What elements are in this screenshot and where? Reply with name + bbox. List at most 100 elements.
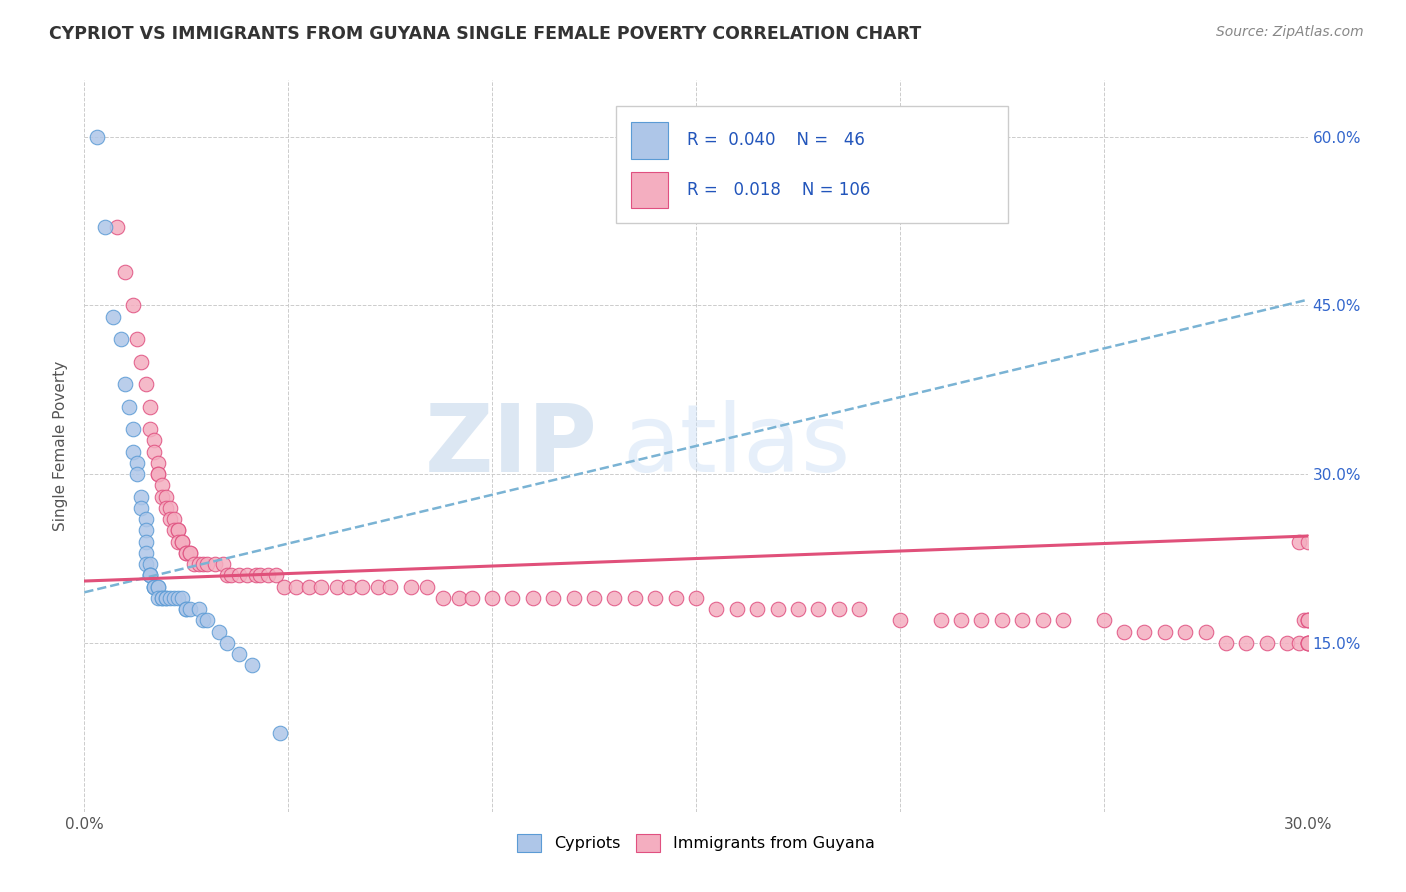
Point — [155, 591, 177, 605]
Point — [159, 591, 181, 605]
Point — [665, 591, 688, 605]
Point — [135, 512, 157, 526]
Point — [991, 614, 1014, 628]
Point — [236, 568, 259, 582]
Point — [522, 591, 544, 605]
Point — [273, 580, 295, 594]
Point — [135, 557, 157, 571]
Point — [929, 614, 952, 628]
Point — [187, 602, 209, 616]
Point — [204, 557, 226, 571]
Point — [163, 591, 186, 605]
Point — [1296, 614, 1319, 628]
Point — [142, 580, 165, 594]
Point — [1288, 636, 1310, 650]
Point — [191, 557, 214, 571]
Point — [122, 422, 145, 436]
Point — [138, 568, 160, 582]
Point — [1032, 614, 1054, 628]
Point — [1296, 636, 1319, 650]
Point — [114, 377, 136, 392]
Text: Source: ZipAtlas.com: Source: ZipAtlas.com — [1216, 25, 1364, 39]
Point — [174, 546, 197, 560]
Point — [105, 219, 128, 234]
Point — [1215, 636, 1237, 650]
Bar — [631, 122, 668, 159]
Point — [889, 614, 911, 628]
Point — [502, 591, 524, 605]
Point — [172, 534, 194, 549]
Point — [685, 591, 707, 605]
Point — [309, 580, 332, 594]
Point — [228, 568, 250, 582]
Point — [725, 602, 748, 616]
Point — [1154, 624, 1177, 639]
Point — [146, 580, 169, 594]
Text: atlas: atlas — [623, 400, 851, 492]
FancyBboxPatch shape — [616, 106, 1008, 223]
Point — [138, 400, 160, 414]
Point — [163, 524, 186, 538]
Point — [562, 591, 585, 605]
Point — [449, 591, 471, 605]
Point — [1195, 624, 1218, 639]
Point — [179, 546, 201, 560]
Text: CYPRIOT VS IMMIGRANTS FROM GUYANA SINGLE FEMALE POVERTY CORRELATION CHART: CYPRIOT VS IMMIGRANTS FROM GUYANA SINGLE… — [49, 25, 921, 43]
Point — [970, 614, 993, 628]
Point — [807, 602, 830, 616]
Point — [416, 580, 439, 594]
Point — [380, 580, 402, 594]
Point — [167, 534, 190, 549]
Point — [195, 614, 218, 628]
Point — [1011, 614, 1033, 628]
Point — [183, 557, 205, 571]
Point — [1296, 636, 1319, 650]
Point — [1296, 636, 1319, 650]
Point — [1133, 624, 1156, 639]
Point — [1052, 614, 1074, 628]
Point — [339, 580, 361, 594]
Point — [150, 478, 173, 492]
Point — [212, 557, 235, 571]
Point — [155, 500, 177, 515]
Point — [1296, 636, 1319, 650]
Point — [146, 467, 169, 482]
Point — [131, 490, 153, 504]
Point — [127, 467, 149, 482]
Point — [179, 602, 201, 616]
Point — [122, 444, 145, 458]
Point — [138, 568, 160, 582]
Point — [93, 219, 115, 234]
Point — [174, 602, 197, 616]
Point — [114, 264, 136, 278]
Point — [1174, 624, 1197, 639]
Point — [135, 524, 157, 538]
Point — [217, 636, 239, 650]
Point — [828, 602, 851, 616]
Point — [950, 614, 973, 628]
Text: ZIP: ZIP — [425, 400, 598, 492]
Point — [1296, 614, 1319, 628]
Point — [135, 534, 157, 549]
Point — [1296, 614, 1319, 628]
Point — [146, 456, 169, 470]
Point — [624, 591, 647, 605]
Point — [644, 591, 666, 605]
Point — [1236, 636, 1258, 650]
Point — [174, 602, 197, 616]
Point — [264, 568, 287, 582]
Point — [228, 647, 250, 661]
Point — [146, 591, 169, 605]
Point — [159, 500, 181, 515]
Point — [1292, 614, 1315, 628]
Point — [240, 658, 263, 673]
Point — [131, 500, 153, 515]
Point — [399, 580, 422, 594]
Point — [298, 580, 321, 594]
Point — [195, 557, 218, 571]
Point — [146, 580, 169, 594]
Point — [179, 546, 201, 560]
Y-axis label: Single Female Poverty: Single Female Poverty — [53, 361, 69, 531]
Point — [138, 422, 160, 436]
Point — [127, 456, 149, 470]
